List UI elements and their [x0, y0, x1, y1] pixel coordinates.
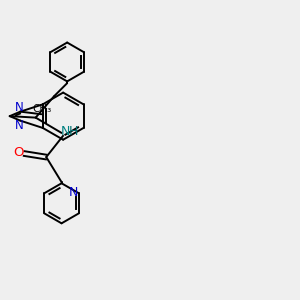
Text: N: N	[61, 125, 70, 138]
Text: H: H	[69, 125, 79, 138]
Text: N: N	[14, 101, 23, 114]
Text: O: O	[13, 146, 23, 159]
Text: N: N	[14, 118, 23, 132]
Text: N: N	[69, 186, 78, 199]
Text: CH₃: CH₃	[32, 104, 52, 114]
